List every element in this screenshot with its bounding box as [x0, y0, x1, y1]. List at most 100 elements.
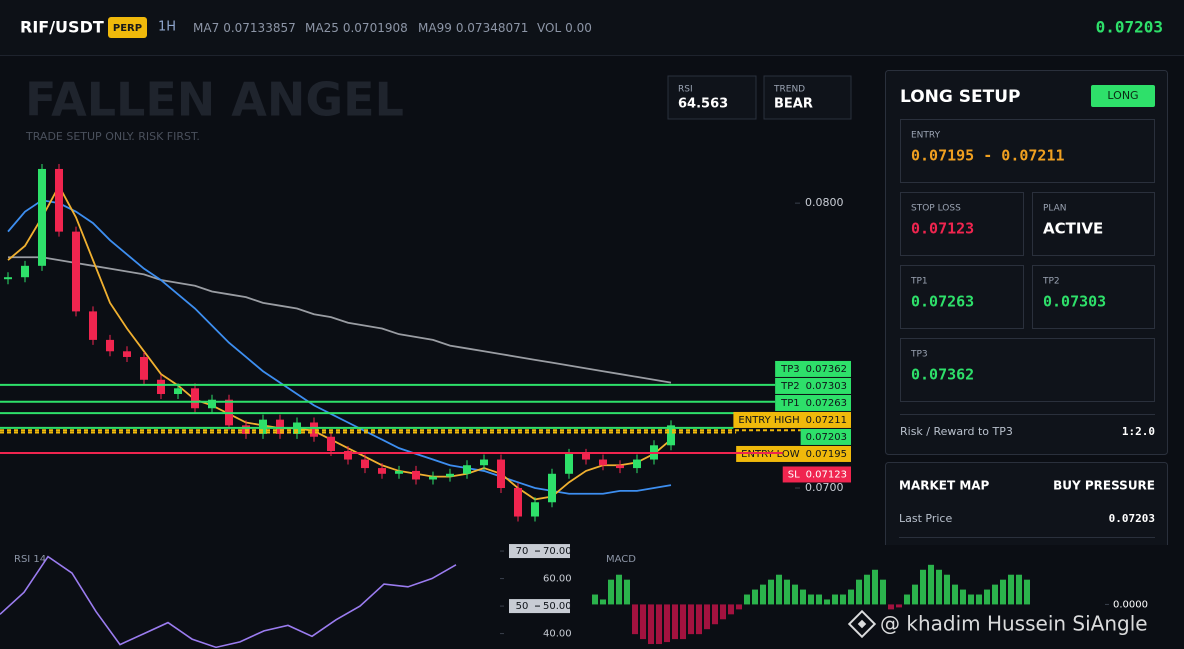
macd-bar	[776, 574, 782, 605]
interval[interactable]: 1H	[158, 20, 176, 35]
level-badge	[775, 394, 851, 411]
row-label: Last Price	[899, 512, 952, 525]
level-badge	[782, 466, 851, 483]
symbol[interactable]: RIF/USDT	[20, 18, 104, 37]
level-badge	[775, 360, 851, 377]
watermark-text: @ khadim Hussein SiAngle	[880, 612, 1148, 636]
moving-average	[7, 199, 672, 495]
candle	[344, 450, 352, 460]
candle	[514, 488, 522, 517]
rsi-stat-box	[667, 75, 757, 120]
macd-bar	[616, 574, 622, 605]
y-tick-label: 0.0700	[805, 481, 844, 494]
candle	[616, 465, 624, 469]
ma25-indicator: MA25 0.0701908	[305, 21, 408, 35]
y-tick-label: 40.00	[543, 629, 572, 640]
macd-bar	[912, 584, 918, 605]
y-tick-label: 50.00	[543, 601, 572, 612]
candle	[259, 419, 267, 434]
field-value: 0.07263	[911, 293, 974, 311]
candle	[361, 459, 369, 469]
macd-bar	[784, 579, 790, 605]
level-value: 0.07195	[806, 449, 847, 460]
macd-bar	[904, 594, 910, 605]
moving-average	[8, 256, 672, 384]
tp1-card	[900, 265, 1024, 329]
ma7-indicator: MA7 0.07133857	[193, 21, 296, 35]
level-name: TP2	[780, 381, 800, 392]
level-badge	[775, 377, 851, 394]
moving-average	[7, 184, 672, 501]
macd-bar	[728, 604, 734, 615]
field-label: ENTRY	[911, 131, 941, 141]
level: 0.07203	[0, 428, 851, 445]
indicator-name: MA25	[305, 21, 339, 35]
y-tick-label: 70.00	[543, 546, 572, 557]
candle	[463, 465, 471, 474]
candle	[633, 459, 641, 469]
macd-bar	[832, 594, 838, 605]
stat-label: TREND	[773, 85, 805, 95]
level: SL 0.07123	[0, 451, 851, 483]
stop-loss-card	[900, 192, 1024, 256]
macd-bar	[632, 604, 638, 635]
macd-bar	[1008, 574, 1014, 605]
level: ENTRY LOW 0.07195	[0, 431, 851, 462]
candle	[497, 459, 505, 489]
macd-bar	[936, 569, 942, 605]
tp2-card	[1032, 265, 1155, 329]
macd-bar	[808, 594, 814, 605]
macd-bar	[768, 579, 774, 605]
macd-bar	[720, 604, 726, 620]
indicator-value: 0.00	[565, 21, 592, 35]
candle	[208, 399, 216, 409]
macd-bar	[968, 594, 974, 605]
candle	[191, 388, 199, 409]
macd-bar	[872, 569, 878, 605]
macd-bar	[608, 579, 614, 605]
field-value: 0.07303	[1043, 293, 1106, 311]
macd-bar	[816, 594, 822, 605]
stat-label: RSI	[678, 85, 693, 95]
trend-stat-box	[763, 75, 852, 120]
field-label: TP2	[1042, 277, 1060, 287]
candle	[599, 459, 607, 466]
macd-bar	[800, 589, 806, 605]
macd-bar	[944, 574, 950, 605]
level-value: 0.07263	[806, 398, 847, 409]
trade-levels: TP3 0.07362 TP2 0.07303 TP1 0.07263 ENTRY HIGH…	[0, 360, 851, 483]
candle	[548, 473, 556, 503]
level-badge	[733, 411, 851, 428]
candle	[38, 168, 46, 266]
candle	[565, 453, 573, 474]
candle	[123, 351, 131, 357]
level-name: ENTRY LOW	[741, 449, 800, 460]
level-name: ENTRY HIGH	[738, 415, 799, 426]
level-value: 0.07203	[806, 432, 847, 443]
macd-bar	[688, 604, 694, 635]
level-label: TP2 0.07303	[780, 381, 847, 392]
rsi-title: RSI 14	[14, 554, 46, 565]
watermark-subtitle: TRADE SETUP ONLY. RISK FIRST.	[25, 130, 200, 143]
level-name: TP3	[780, 364, 800, 375]
level-label: SL 0.07123	[788, 469, 847, 480]
candle	[395, 470, 403, 474]
candle	[276, 419, 284, 434]
market-map-title: MARKET MAP	[899, 479, 990, 493]
level-label: TP1 0.07263	[780, 398, 847, 409]
indicator-name: MA7	[193, 21, 219, 35]
stat-value: BEAR	[774, 97, 813, 112]
level-badge	[800, 428, 851, 445]
macd-panel: 0.0000	[592, 564, 1148, 645]
level-value: 70	[516, 546, 529, 557]
level-value: 50	[516, 601, 529, 612]
candle	[140, 356, 148, 380]
macd-bar	[1016, 574, 1022, 605]
level-badge	[736, 445, 851, 462]
macd-bar	[1000, 579, 1006, 605]
ma99-indicator: MA99 0.07348071	[418, 21, 528, 35]
candle	[89, 311, 97, 340]
level: TP2 0.07303	[0, 377, 851, 403]
candle	[72, 231, 80, 312]
